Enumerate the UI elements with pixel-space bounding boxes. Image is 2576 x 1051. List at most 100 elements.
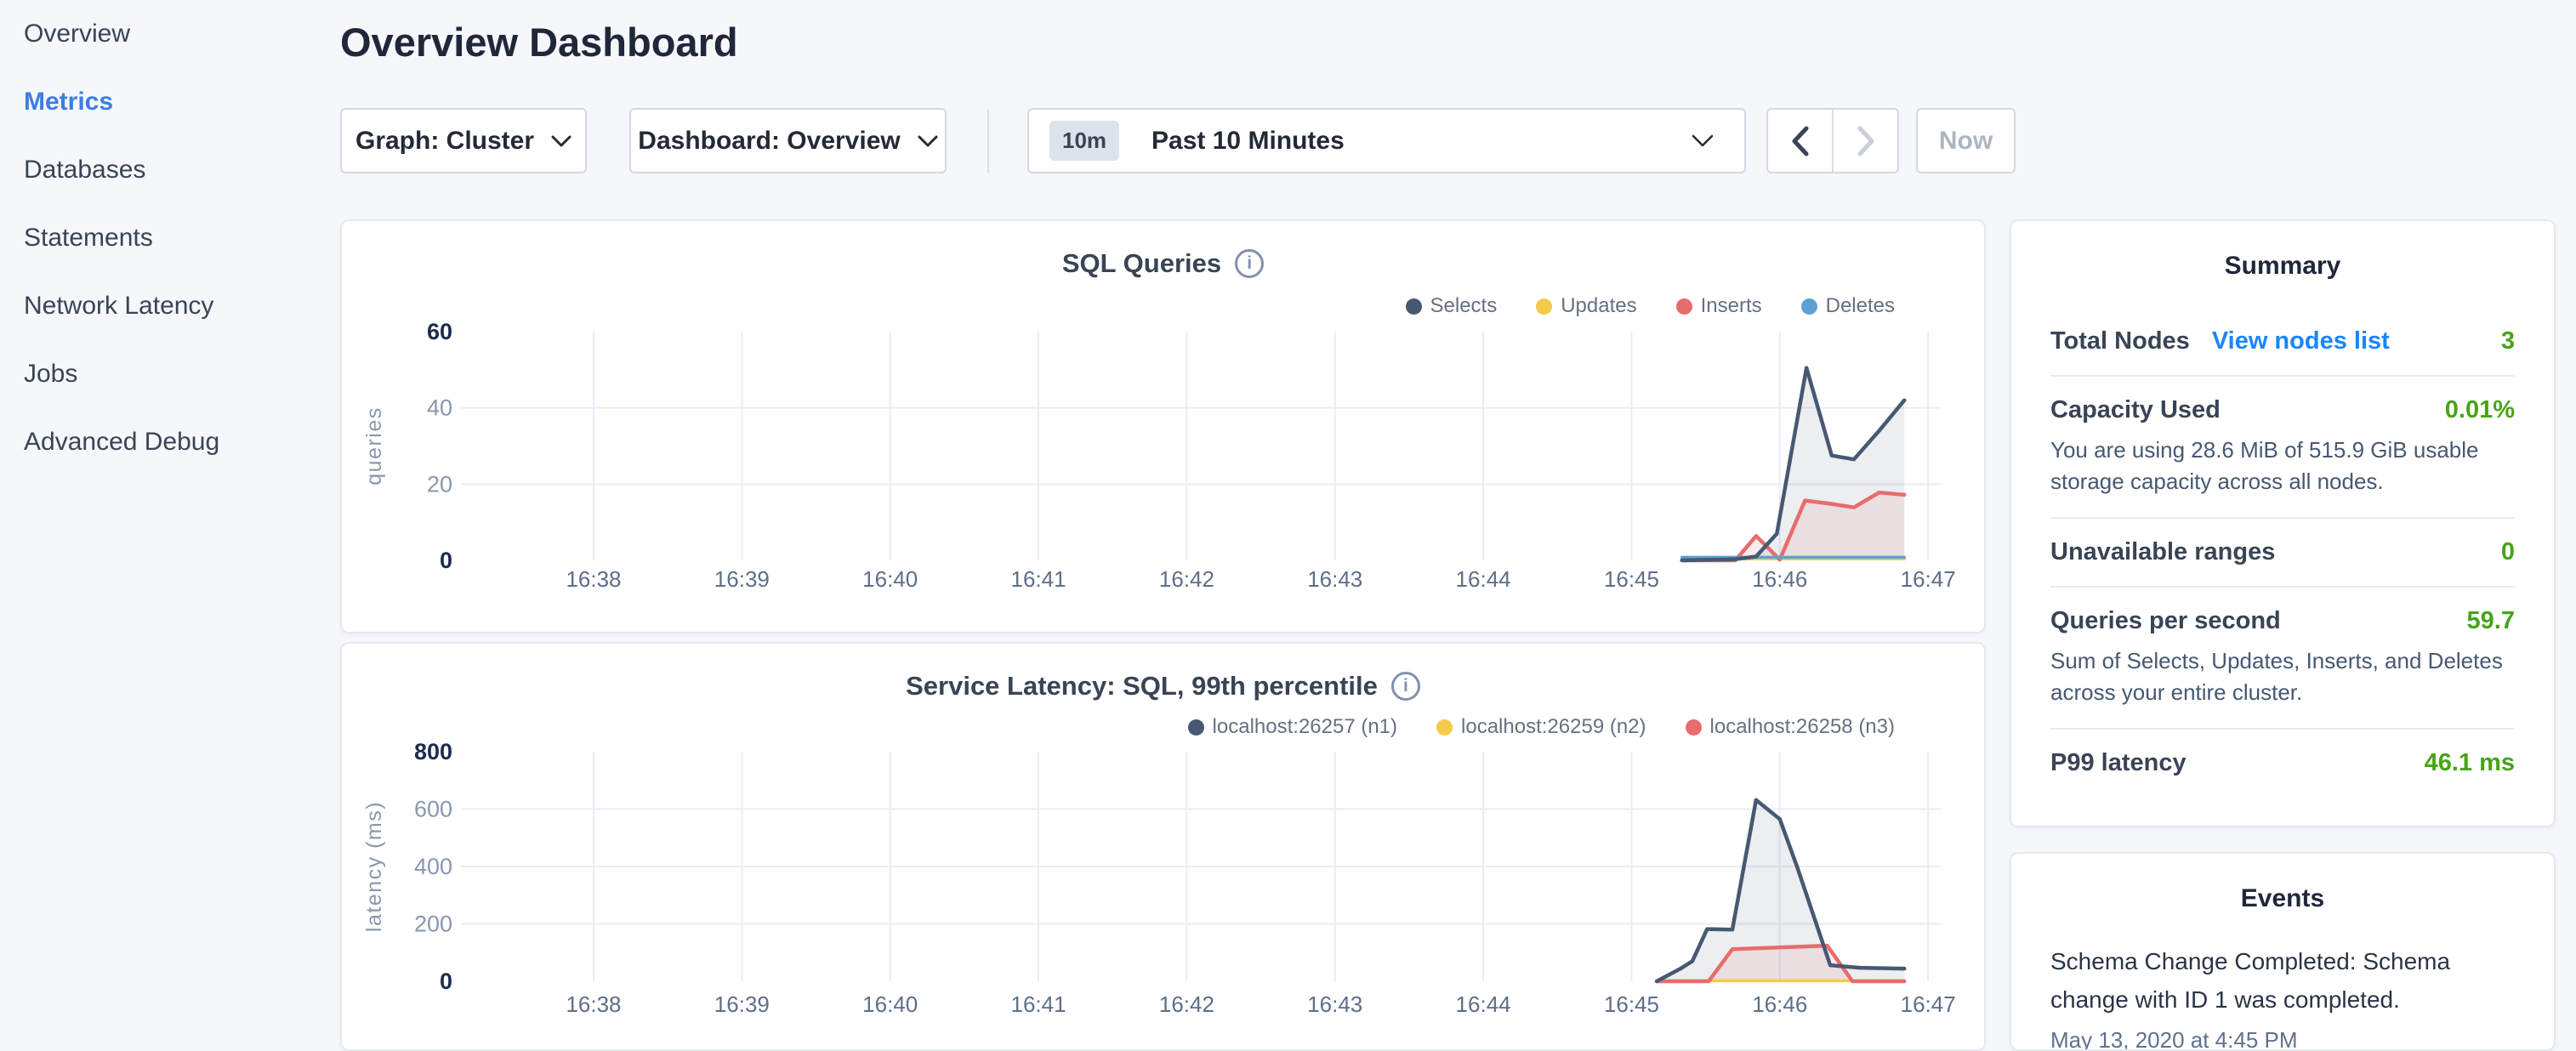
time-step-buttons (1766, 108, 1899, 173)
sidebar-item-overview[interactable]: Overview (24, 20, 131, 48)
svg-text:16:45: 16:45 (1604, 566, 1659, 592)
svg-text:16:40: 16:40 (862, 991, 918, 1017)
svg-text:800: 800 (414, 739, 452, 764)
legend-label: localhost:26258 (n3) (1709, 715, 1895, 738)
svg-text:16:41: 16:41 (1011, 991, 1066, 1017)
svg-text:16:38: 16:38 (566, 991, 621, 1017)
chevron-right-icon (1857, 126, 1874, 156)
chart-title-row: SQL Queries i (342, 248, 1984, 279)
legend-item: Updates (1536, 294, 1637, 318)
svg-text:40: 40 (427, 395, 452, 421)
legend-item: localhost:26257 (n1) (1187, 715, 1398, 739)
summary-label: Queries per second (2050, 607, 2281, 634)
summary-label: P99 latency (2050, 749, 2186, 776)
summary-row-total-nodes: Total Nodes View nodes list 3 (2050, 308, 2515, 375)
legend-label: Inserts (1700, 294, 1762, 317)
sidebar-item-metrics[interactable]: Metrics (24, 88, 114, 116)
legend-dot-icon (1675, 298, 1692, 315)
sidebar-item-jobs[interactable]: Jobs (24, 360, 78, 388)
svg-text:600: 600 (414, 797, 452, 822)
time-range-dropdown[interactable]: 10m Past 10 Minutes (1027, 108, 1746, 173)
legend-label: localhost:26259 (n2) (1461, 715, 1646, 738)
legend-label: Deletes (1825, 294, 1895, 317)
time-step-back-button[interactable] (1768, 110, 1832, 172)
legend-dot-icon (1800, 298, 1817, 315)
info-icon[interactable]: i (1235, 249, 1265, 278)
time-range-label: Past 10 Minutes (1152, 126, 1345, 155)
chart-legend: localhost:26257 (n1) localhost:26259 (n2)… (342, 715, 1984, 739)
chevron-left-icon (1792, 126, 1808, 156)
legend-dot-icon (1536, 298, 1553, 315)
summary-value: 59.7 (2466, 607, 2515, 634)
info-icon[interactable]: i (1390, 672, 1420, 701)
legend-label: Selects (1430, 294, 1498, 317)
svg-text:queries: queries (362, 406, 386, 486)
chart-title-row: Service Latency: SQL, 99th percentile i (342, 671, 1984, 702)
legend-item: Selects (1405, 294, 1498, 318)
chart-title: Service Latency: SQL, 99th percentile (906, 671, 1378, 701)
svg-text:16:44: 16:44 (1456, 991, 1511, 1017)
chevron-down-icon (551, 135, 571, 146)
svg-text:16:45: 16:45 (1604, 991, 1659, 1017)
sidebar-item-advanced-debug[interactable]: Advanced Debug (24, 428, 220, 456)
summary-label: Unavailable ranges (2050, 538, 2276, 565)
sql-queries-chart-plot[interactable]: 16:38 16:39 16:40 16:41 16:42 16:43 16:44 16:45… (342, 221, 1984, 632)
chart-title: SQL Queries (1061, 248, 1222, 278)
summary-row-unavailable-ranges: Unavailable ranges 0 (2050, 517, 2515, 586)
view-nodes-list-link[interactable]: View nodes list (2211, 327, 2390, 355)
summary-row-p99-latency: P99 latency 46.1 ms (2050, 728, 2515, 797)
now-button[interactable]: Now (1916, 108, 2016, 173)
summary-label: Capacity Used (2050, 396, 2221, 423)
event-message: Schema Change Completed: Schema change w… (2050, 948, 2451, 1013)
legend-label: Updates (1561, 294, 1637, 317)
svg-text:16:42: 16:42 (1159, 991, 1214, 1017)
summary-label: Total Nodes (2050, 327, 2190, 355)
svg-text:16:38: 16:38 (566, 566, 621, 592)
toolbar-divider (987, 109, 989, 173)
summary-value: 0 (2500, 538, 2515, 565)
now-button-label: Now (1938, 126, 1993, 155)
svg-text:16:46: 16:46 (1752, 991, 1807, 1017)
chevron-down-icon (1692, 134, 1714, 146)
svg-text:16:47: 16:47 (1901, 991, 1956, 1017)
svg-text:16:41: 16:41 (1011, 566, 1066, 592)
graph-scope-dropdown[interactable]: Graph: Cluster (340, 108, 587, 173)
legend-label: localhost:26257 (n1) (1212, 715, 1398, 738)
svg-text:latency (ms): latency (ms) (362, 801, 386, 932)
summary-description: You are using 28.6 MiB of 515.9 GiB usab… (2050, 437, 2479, 494)
dashboard-dropdown-label: Dashboard: Overview (638, 126, 901, 155)
legend-dot-icon (1405, 298, 1422, 315)
summary-row-capacity-used: Capacity Used 0.01% You are using 28.6 M… (2050, 375, 2515, 517)
summary-description: Sum of Selects, Updates, Inserts, and De… (2050, 648, 2503, 705)
events-heading: Events (2240, 884, 2325, 912)
summary-row-queries-per-second: Queries per second 59.7 Sum of Selects, … (2050, 586, 2515, 728)
svg-text:16:39: 16:39 (714, 991, 770, 1017)
sidebar-nav: Overview Metrics Databases Statements Ne… (24, 0, 313, 476)
svg-text:16:43: 16:43 (1307, 566, 1362, 592)
legend-item: Inserts (1675, 294, 1762, 318)
svg-text:0: 0 (440, 548, 452, 573)
svg-text:20: 20 (427, 471, 452, 497)
dashboard-dropdown[interactable]: Dashboard: Overview (629, 108, 947, 173)
graph-scope-label: Graph: Cluster (355, 126, 535, 155)
sql-queries-chart-card: SQL Queries i Selects Updates Inserts Delet… (340, 219, 1986, 633)
service-latency-chart-card: Service Latency: SQL, 99th percentile i … (340, 642, 1986, 1051)
legend-dot-icon (1436, 719, 1453, 736)
events-panel: Events Schema Change Completed: Schema c… (2010, 852, 2556, 1051)
legend-item: Deletes (1800, 294, 1895, 318)
svg-text:16:46: 16:46 (1752, 566, 1807, 592)
sidebar-item-network-latency[interactable]: Network Latency (24, 292, 214, 320)
svg-text:400: 400 (414, 854, 452, 879)
service-latency-chart-plot[interactable]: 16:38 16:39 16:40 16:41 16:42 16:43 16:44 16:45… (342, 644, 1984, 1049)
summary-heading: Summary (2224, 252, 2341, 280)
legend-item: localhost:26259 (n2) (1436, 715, 1646, 739)
event-timestamp: May 13, 2020 at 4:45 PM (2050, 1027, 2298, 1051)
svg-text:200: 200 (414, 912, 452, 937)
sidebar-item-statements[interactable]: Statements (24, 224, 153, 252)
svg-text:60: 60 (427, 319, 452, 344)
time-step-forward-button[interactable] (1832, 110, 1897, 172)
summary-value: 0.01% (2444, 396, 2515, 423)
sidebar-item-databases[interactable]: Databases (24, 156, 146, 184)
chart-legend: Selects Updates Inserts Deletes (342, 294, 1984, 318)
